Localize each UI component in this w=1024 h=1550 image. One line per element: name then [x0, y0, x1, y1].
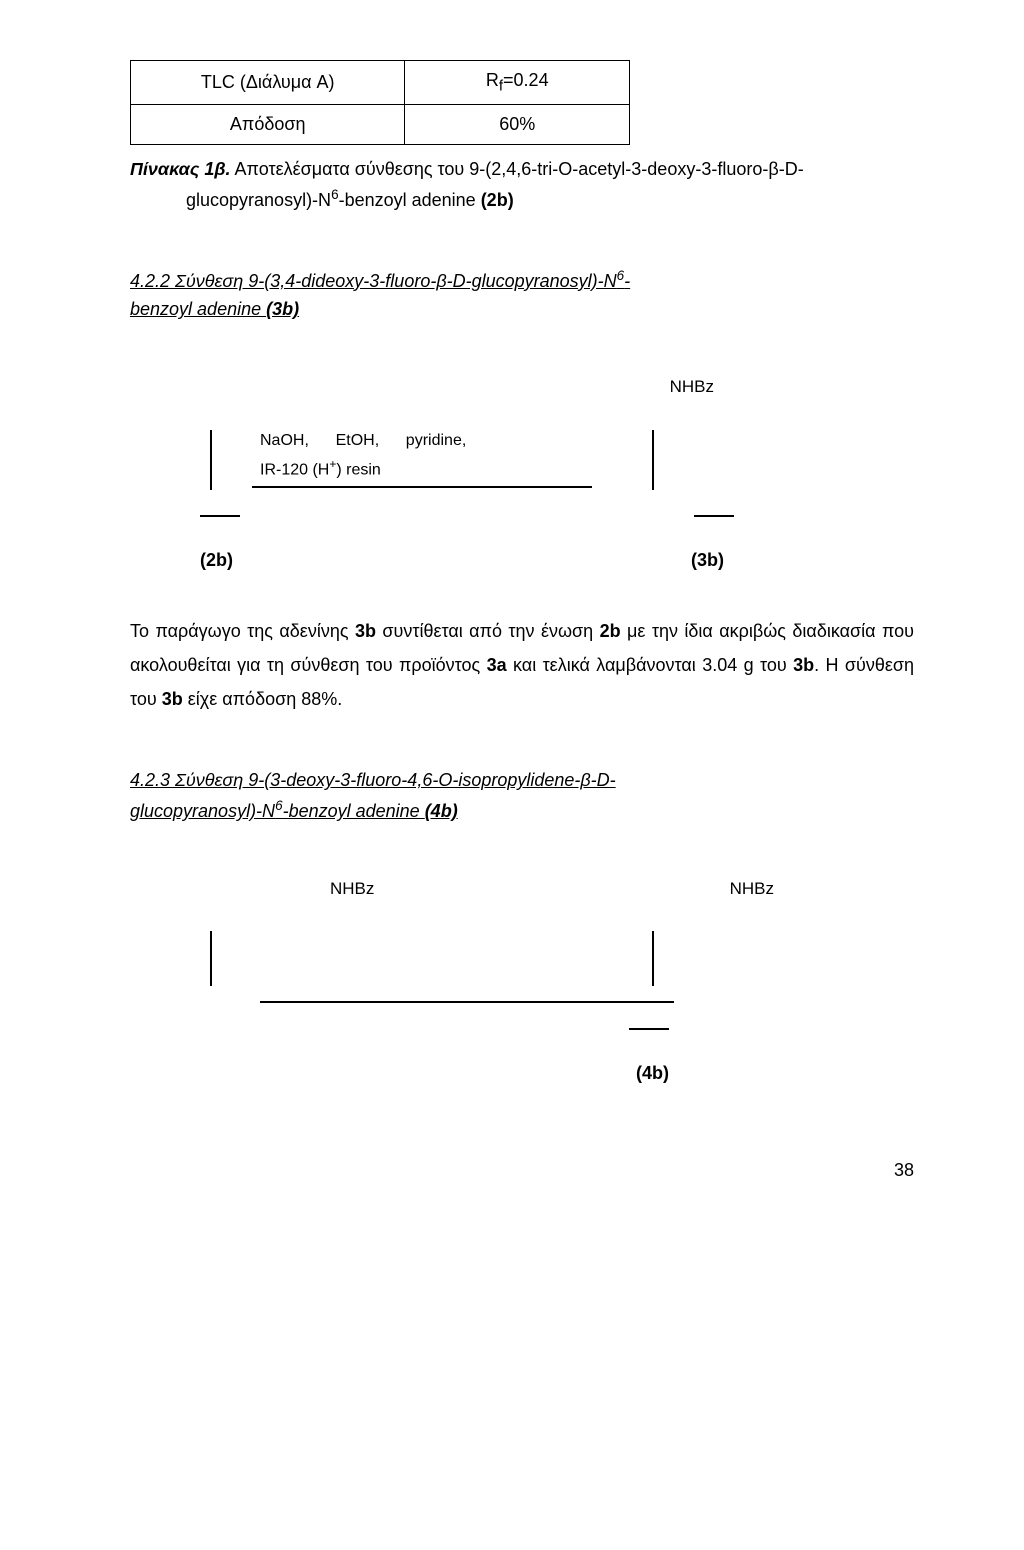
table-cell: TLC (Διάλυμα A) — [131, 61, 405, 105]
reaction-scheme-1: NaOH, EtOH, pyridine, IR-120 (H+) resin — [130, 430, 914, 490]
reagent-line1: NaOH, EtOH, pyridine, — [252, 430, 592, 456]
reaction-arrow — [252, 486, 592, 488]
compound-3b: (3b) — [691, 547, 724, 574]
section-title-423-line1: 4.2.3 Σύνθεση 9-(3-deoxy-3-fluoro-4,6-O-… — [130, 770, 616, 790]
caption-text-1: Αποτελέσματα σύνθεσης του 9-(2,4,6-tri-O… — [231, 159, 804, 179]
nhbz-left: NHBz — [330, 876, 374, 902]
section-title-423: 4.2.3 Σύνθεση 9-(3-deoxy-3-fluoro-4,6-O-… — [130, 766, 914, 826]
table-row: TLC (Διάλυμα A) Rf=0.24 — [131, 61, 630, 105]
results-table: TLC (Διάλυμα A) Rf=0.24 Απόδοση 60% — [130, 60, 630, 145]
section-title-423-line2: glucopyranosyl)-N6-benzoyl adenine (4b) — [130, 801, 458, 821]
compound-4b-row: (4b) — [130, 1060, 914, 1087]
table-caption: Πίνακας 1β. Αποτελέσματα σύνθεσης του 9-… — [130, 155, 914, 215]
table-row: Απόδοση 60% — [131, 105, 630, 145]
compound-labels-row: (2b) (3b) — [130, 547, 914, 574]
reagent-line2: IR-120 (H+) resin — [252, 456, 592, 486]
structure-placeholder-right-2 — [652, 931, 654, 986]
structure-placeholder-left — [210, 430, 212, 490]
nhbz-label: NHBz — [130, 374, 914, 400]
dash-single — [130, 1028, 914, 1030]
reaction-conditions: NaOH, EtOH, pyridine, IR-120 (H+) resin — [252, 430, 592, 488]
dash-right — [694, 515, 734, 517]
dash-left — [200, 515, 240, 517]
page-number: 38 — [130, 1157, 914, 1184]
body-paragraph: Το παράγωγο της αδενίνης 3b συντίθεται α… — [130, 614, 914, 717]
nhbz-pair: NHBz NHBz — [130, 876, 914, 902]
section-title-line2: benzoyl adenine (3b) — [130, 299, 299, 319]
dash — [629, 1028, 669, 1030]
structure-placeholder-left-2 — [210, 931, 212, 986]
section-title-line1: 4.2.2 Σύνθεση 9-(3,4-dideoxy-3-fluoro-β-… — [130, 271, 630, 291]
caption-label: Πίνακας 1β. — [130, 159, 231, 179]
compound-4b: (4b) — [636, 1060, 669, 1087]
compound-2b: (2b) — [200, 547, 233, 574]
reaction-arrow-2 — [260, 1001, 674, 1003]
structure-placeholder-right — [652, 430, 654, 490]
caption-text-2: glucopyranosyl)-N6-benzoyl adenine (2b) — [130, 190, 514, 210]
table-cell: Rf=0.24 — [405, 61, 630, 105]
table-cell: Απόδοση — [131, 105, 405, 145]
section-title-422: 4.2.2 Σύνθεση 9-(3,4-dideoxy-3-fluoro-β-… — [130, 265, 914, 325]
nhbz-right: NHBz — [730, 876, 774, 902]
vbar-pair — [130, 931, 914, 986]
dash-row — [130, 515, 914, 517]
table-cell: 60% — [405, 105, 630, 145]
